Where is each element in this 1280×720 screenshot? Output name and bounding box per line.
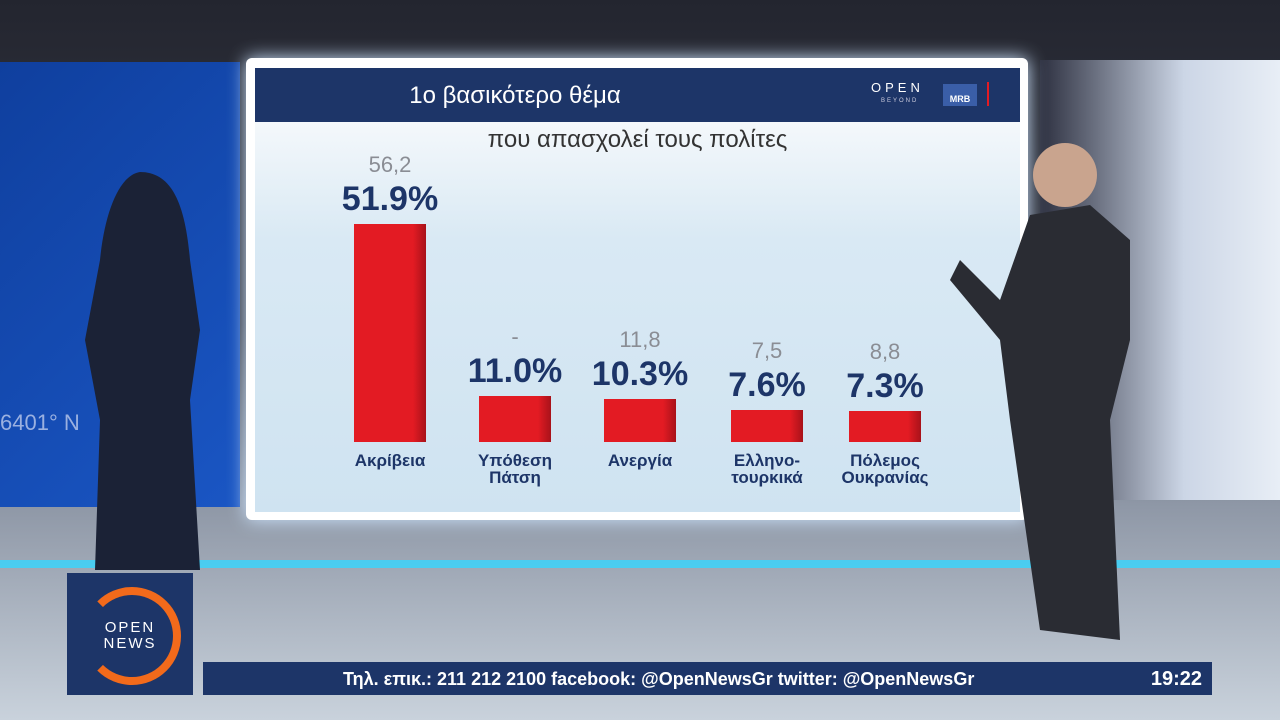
ticker-time: 19:22 — [1150, 668, 1202, 690]
bar — [479, 395, 551, 442]
previous-label: - — [511, 323, 519, 349]
category-label: Ανεργία — [607, 451, 673, 470]
category-label: Ελληνο-τουρκικά — [731, 451, 803, 487]
logo-ring — [83, 587, 181, 685]
category-label: Πόλεμος Ουκρανίας — [841, 451, 929, 487]
value-label: 7.3% — [846, 367, 924, 406]
light-strip — [0, 560, 1280, 568]
presenter-right — [950, 205, 1130, 640]
logo-line2: NEWS — [103, 635, 157, 652]
beyond-logo: BEYOND — [881, 98, 919, 104]
previous-label: 7,5 — [751, 338, 783, 364]
value-label: 7.6% — [728, 366, 806, 405]
ticker-text: Τηλ. επικ.: 211 212 2100 facebook: @Open… — [343, 669, 975, 689]
value-label: 10.3% — [591, 354, 689, 393]
ticker: Τηλ. επικ.: 211 212 2100 facebook: @Open… — [203, 662, 1212, 695]
category-label: Ακρίβεια — [354, 451, 426, 470]
logo-line1: OPEN — [104, 619, 156, 636]
category-label: Υπόθεση Πάτση — [477, 451, 552, 487]
channel-logo: OPEN NEWS — [67, 573, 193, 695]
value-label: 51.9% — [341, 180, 439, 218]
mrb-logo: MRB — [943, 84, 977, 106]
presenter-left — [85, 172, 200, 570]
plot: 51.9% 56,2 Ακρίβεια 11.0% - Υπόθεση Πάτση 10.3… — [255, 122, 1020, 512]
logo-divider — [987, 82, 989, 106]
chart-header: 1ο βασικότερο θέμα OPEN BEYOND MRB — [255, 68, 1020, 122]
chart-subtitle: που απασχολεί τους πολίτες — [487, 126, 788, 153]
value-label: 11.0% — [467, 351, 563, 390]
open-logo: OPEN — [871, 80, 924, 95]
previous-label: 56,2 — [368, 152, 412, 177]
presenter-head — [1033, 143, 1097, 207]
wall-text: 6401° N — [0, 410, 80, 435]
bar — [604, 398, 676, 442]
bar — [849, 411, 921, 442]
previous-label: 8,8 — [869, 339, 901, 365]
bar — [354, 224, 426, 442]
bar — [731, 410, 803, 442]
previous-label: 11,8 — [619, 326, 661, 352]
chart-title: 1ο βασικότερο θέμα — [409, 82, 621, 109]
